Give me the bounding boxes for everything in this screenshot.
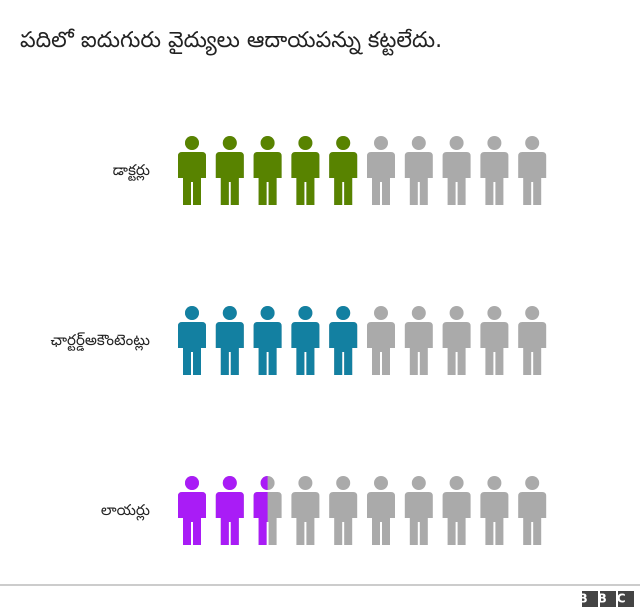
icon-body <box>404 492 433 545</box>
icon-head <box>260 136 275 150</box>
icon-body <box>329 322 358 375</box>
icon-body <box>291 492 320 545</box>
icon-head <box>298 306 313 320</box>
icon-head <box>411 136 426 150</box>
icon-head <box>185 136 199 150</box>
icon-body <box>518 322 547 375</box>
icon-head <box>449 476 464 490</box>
icon-head <box>222 476 237 490</box>
icon-head <box>260 306 275 320</box>
icon-head <box>374 306 388 320</box>
icon-head <box>260 476 268 490</box>
icon-body <box>329 152 358 205</box>
icon-head <box>525 306 540 320</box>
icon-head <box>336 136 351 150</box>
icon-body <box>367 492 395 545</box>
icon-head <box>525 136 540 150</box>
icon-body <box>215 492 244 545</box>
icon-body <box>442 152 471 205</box>
icon-body <box>480 492 509 545</box>
value-icons <box>178 136 358 205</box>
icon-head <box>449 136 464 150</box>
icon-body <box>215 322 244 375</box>
icon-body <box>404 152 433 205</box>
icon-body <box>253 152 282 205</box>
icon-body <box>442 322 471 375</box>
value-icons <box>178 476 268 545</box>
icon-body <box>178 492 206 545</box>
icon-head <box>222 136 237 150</box>
source-text: BBC <box>578 592 635 606</box>
icon-body <box>253 492 268 545</box>
icon-head <box>487 476 502 490</box>
category-label: డాక్టర్లు <box>112 161 150 179</box>
icon-head <box>449 306 464 320</box>
icon-body <box>480 152 509 205</box>
icon-head <box>298 136 313 150</box>
icon-body <box>480 322 509 375</box>
icon-body <box>442 492 471 545</box>
icon-body <box>291 322 320 375</box>
logo: BBC <box>578 591 635 607</box>
icon-body <box>367 152 395 205</box>
category-label: ఛార్టర్డ్అకౌంటెంట్లు <box>50 331 151 349</box>
icon-head <box>336 306 351 320</box>
icon-head <box>411 306 426 320</box>
icon-head <box>374 476 388 490</box>
icon-body <box>367 322 395 375</box>
chart-title: పదిలో ఐదుగురు వైద్యులు ఆదాయపన్ను కట్టలేద… <box>20 28 443 53</box>
icon-body <box>178 152 206 205</box>
icon-body <box>518 152 547 205</box>
value-icons <box>178 306 358 375</box>
icon-body <box>518 492 547 545</box>
icon-head <box>185 306 199 320</box>
icon-head <box>411 476 426 490</box>
icon-body <box>404 322 433 375</box>
icon-head <box>185 476 199 490</box>
icon-head <box>298 476 313 490</box>
icon-body <box>253 322 282 375</box>
category-label: లాయర్లు <box>100 501 150 519</box>
icon-head <box>487 136 502 150</box>
icon-body <box>329 492 358 545</box>
icon-head <box>487 306 502 320</box>
icon-head <box>222 306 237 320</box>
icon-head <box>336 476 351 490</box>
icon-head <box>374 136 388 150</box>
icon-body <box>178 322 206 375</box>
icon-body <box>215 152 244 205</box>
icon-body <box>291 152 320 205</box>
icon-head <box>525 476 540 490</box>
